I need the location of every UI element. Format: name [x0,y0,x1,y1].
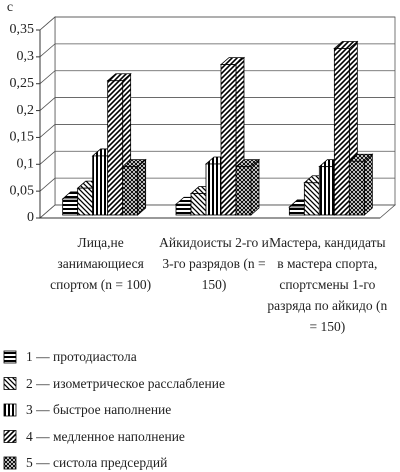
bar-front [205,163,222,216]
legend-swatch [3,403,17,417]
y-tick-label: 0,3 [17,49,35,64]
bar-side [137,158,147,216]
grid-line [39,97,395,111]
legend-label: 4 — медленное наполнение [26,428,185,444]
legend-label: 2 — изометрическое расслабление [26,375,225,391]
bar-front [62,198,79,216]
legend-swatch [3,377,17,390]
bar-front [122,166,139,216]
bar [234,158,261,216]
legend-swatch [3,430,17,443]
legend-label: 5 — систола предсердий [26,455,168,470]
bar-front [92,155,109,216]
bar [348,153,374,216]
y-tick-label: 0,1 [17,157,35,172]
grid-line [39,204,395,219]
bar-front [288,206,305,216]
bar-front [235,166,252,216]
legend-label: 1 — протодиастола [26,349,137,364]
y-axis-label: с [7,0,13,15]
bar-front [175,203,192,216]
bar [333,40,359,216]
x-tick-label: Мастера, кандидаты в мастера спорта, спо… [267,235,388,334]
bar-front [107,80,124,216]
grid-line [39,177,395,192]
bar-front [333,48,350,216]
grid-line [39,43,395,58]
bar [106,72,132,216]
bar-front [348,160,365,216]
grid-line [39,150,395,165]
legend-swatch [3,350,17,364]
legend-label: 3 — быстрое наполнение [26,402,172,417]
y-tick-label: 0,2 [17,103,35,118]
grid-line [39,70,395,85]
y-tick-label: 0,05 [10,183,35,198]
y-tick-label: 0,35 [10,22,35,37]
x-tick-label: Айкидоисты 2-го и 3-го разрядов (n = 150… [159,235,269,292]
bar-front [303,182,320,216]
x-tick-label: Лица,не занимающиеся спортом (n = 100) [50,235,152,292]
y-tick-label: 0,25 [10,76,35,91]
legend-swatch [3,456,17,470]
bar-front [190,193,207,216]
bar-side [250,158,260,216]
bar [121,158,147,216]
grid-line [39,124,395,138]
y-tick-label: 0 [27,210,34,225]
bar-side [363,153,373,216]
y-tick-label: 0,15 [10,130,35,145]
bar-front [220,64,237,216]
grid-line [39,16,395,31]
bar-front [318,166,335,216]
side-wall [39,16,56,219]
bar-front [77,187,94,216]
